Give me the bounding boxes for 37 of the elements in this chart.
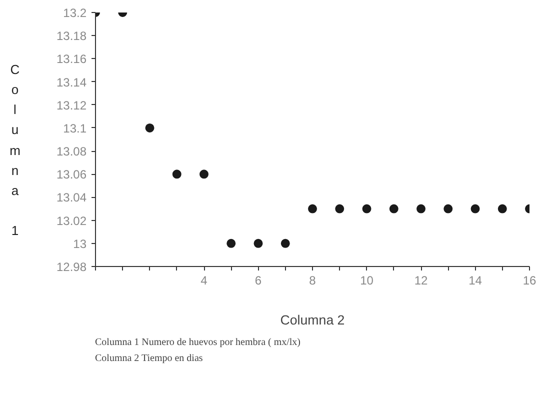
x-tick-label: 12 [414, 274, 428, 288]
y-tick-label: 13.06 [56, 168, 87, 182]
y-tick-label: 13.1 [63, 121, 87, 136]
x-tick-label: 10 [360, 274, 374, 288]
x-tick-label: 16 [522, 274, 536, 288]
text: Columna 1 [10, 62, 20, 238]
point [335, 204, 344, 214]
y-tick-label: 13.08 [56, 144, 87, 159]
y-tick-label: 13.2 [63, 6, 87, 20]
text: Columna 2 Tiempo en dias [95, 353, 203, 364]
x-tick-label: 14 [468, 274, 482, 288]
y-tick-label: 12.98 [56, 260, 87, 274]
point [362, 204, 372, 214]
point [254, 238, 263, 248]
y-tick-label: 13 [73, 236, 87, 251]
y-tick-label: 13.18 [56, 29, 87, 44]
y-tick-label: 13.02 [56, 214, 87, 228]
point [308, 204, 317, 214]
point [280, 238, 290, 248]
point [200, 170, 208, 179]
point [145, 123, 154, 132]
point [470, 204, 480, 214]
point [389, 204, 398, 214]
y-tick-label: 13.14 [56, 75, 87, 90]
x-tick-label: 6 [254, 274, 262, 288]
point [172, 170, 182, 179]
y-tick-label: 13.04 [56, 190, 87, 205]
point [226, 238, 236, 248]
point [444, 204, 453, 214]
point [416, 204, 426, 214]
y-tick-label: 13.12 [56, 98, 87, 112]
y-tick-label: 13.16 [56, 52, 87, 66]
x-axis-title: Columna 2 [280, 312, 345, 328]
text: Columna 1 Numero de huevos por hembra ( mx/lx) [95, 337, 301, 348]
x-tick-label: 4 [200, 274, 208, 288]
x-tick-label: 8 [309, 274, 316, 288]
point [498, 204, 507, 214]
